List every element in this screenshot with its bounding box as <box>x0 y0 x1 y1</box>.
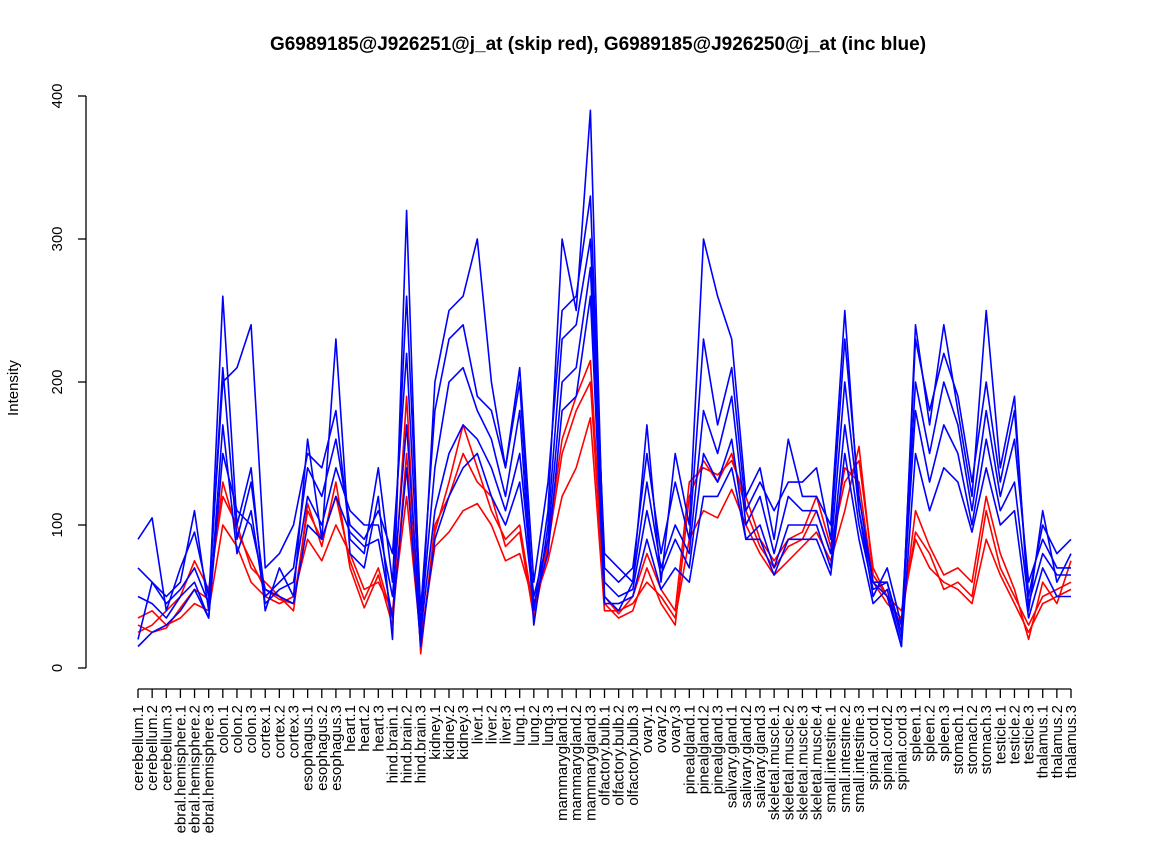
x-tick-label: salivary.gland.3 <box>752 705 769 808</box>
x-tick-label: testicle.2 <box>1006 705 1023 764</box>
x-tick-label: testicle.1 <box>992 705 1009 764</box>
x-tick-label: thalamus.1 <box>1035 705 1052 778</box>
x-tick-label: ebral.hemisphere.1 <box>172 705 189 833</box>
x-axis: cerebellum.1cerebellum.2cerebellum.3ebra… <box>130 688 1080 833</box>
x-tick-label: cerebellum.3 <box>158 705 175 791</box>
x-tick-label: skeletal.muscle.3 <box>794 705 811 820</box>
x-tick-label: olfactory.bulb.2 <box>611 705 628 806</box>
x-tick-label: small.intestine.2 <box>837 705 854 813</box>
x-tick-label: hind.brain.3 <box>413 705 430 783</box>
x-tick-label: kidney.2 <box>441 705 458 760</box>
x-tick-label: pinealgland.3 <box>710 705 727 794</box>
x-tick-label: cerebellum.1 <box>130 705 147 791</box>
x-tick-label: heart.3 <box>370 705 387 752</box>
x-tick-label: lung.2 <box>526 705 543 746</box>
x-tick-label: stomach.2 <box>964 705 981 774</box>
x-tick-label: spinal.cord.2 <box>879 705 896 790</box>
x-tick-label: cortex.3 <box>286 705 303 758</box>
x-tick-label: cortex.1 <box>257 705 274 758</box>
y-axis: 0 100 200 300 400 <box>49 83 87 672</box>
x-tick-label: skeletal.muscle.2 <box>780 705 797 820</box>
x-tick-label: kidney.1 <box>427 705 444 760</box>
x-tick-label: ovary.2 <box>653 705 670 753</box>
x-tick-label: lung.1 <box>512 705 529 746</box>
x-tick-label: testicle.3 <box>1021 705 1038 764</box>
x-tick-label: olfactory.bulb.1 <box>597 705 614 806</box>
y-tick-label: 400 <box>49 83 66 108</box>
x-tick-label: colon.1 <box>215 705 232 753</box>
x-tick-label: small.intestine.1 <box>823 705 840 813</box>
x-tick-label: spleen.1 <box>908 705 925 762</box>
x-tick-label: salivary.gland.1 <box>724 705 741 808</box>
series-line-inc-5 <box>137 295 1071 648</box>
x-tick-label: ovary.1 <box>639 705 656 753</box>
x-tick-label: colon.2 <box>229 705 246 753</box>
x-tick-label: thalamus.2 <box>1049 705 1066 778</box>
x-tick-label: esophagus.3 <box>328 705 345 791</box>
x-tick-label: thalamus.3 <box>1063 705 1080 778</box>
x-tick-label: spinal.cord.3 <box>893 705 910 790</box>
x-tick-label: liver.3 <box>498 705 515 744</box>
x-tick-label: lung.3 <box>540 705 557 746</box>
x-tick-label: liver.1 <box>469 705 486 744</box>
x-tick-label: skeletal.muscle.4 <box>809 705 826 820</box>
y-tick-label: 300 <box>49 226 66 251</box>
y-tick-label: 200 <box>49 369 66 394</box>
x-tick-label: ebral.hemisphere.3 <box>201 705 218 833</box>
x-tick-label: stomach.3 <box>978 705 995 774</box>
x-tick-label: mammarygland.3 <box>582 705 599 821</box>
x-tick-label: cerebellum.2 <box>144 705 161 791</box>
x-tick-label: salivary.gland.2 <box>738 705 755 808</box>
series-line-skip-1 <box>137 381 1072 655</box>
x-tick-label: cortex.2 <box>271 705 288 758</box>
x-tick-label: ebral.hemisphere.2 <box>187 705 204 833</box>
x-tick-label: spleen.2 <box>922 705 939 762</box>
x-tick-label: esophagus.1 <box>300 705 317 791</box>
x-tick-label: stomach.1 <box>950 705 967 774</box>
x-tick-label: ovary.3 <box>667 705 684 753</box>
chart-title: G6989185@J926251@j_at (skip red), G69891… <box>270 34 926 55</box>
x-tick-label: hind.brain.1 <box>384 705 401 783</box>
x-tick-label: skeletal.muscle.1 <box>766 705 783 820</box>
x-tick-label: pinealgland.2 <box>695 705 712 794</box>
x-tick-label: esophagus.2 <box>314 705 331 791</box>
x-tick-label: liver.2 <box>483 705 500 744</box>
x-tick-label: colon.3 <box>243 705 260 753</box>
x-tick-label: spinal.cord.1 <box>865 705 882 790</box>
y-tick-label: 0 <box>49 664 66 672</box>
series-lines <box>137 109 1072 655</box>
x-tick-label: pinealgland.1 <box>681 705 698 794</box>
y-axis-label: Intensity <box>5 360 22 416</box>
x-tick-label: kidney.3 <box>455 705 472 760</box>
x-tick-label: mammarygland.2 <box>568 705 585 821</box>
x-tick-label: spleen.3 <box>936 705 953 762</box>
x-tick-label: hind.brain.2 <box>399 705 416 783</box>
x-tick-label: heart.1 <box>342 705 359 752</box>
series-line-skip-2 <box>137 416 1072 641</box>
x-tick-label: mammarygland.1 <box>554 705 571 821</box>
series-line-inc-4 <box>137 266 1071 634</box>
y-tick-label: 100 <box>49 512 66 537</box>
x-tick-label: olfactory.bulb.3 <box>625 705 642 806</box>
x-tick-label: small.intestine.3 <box>851 705 868 813</box>
series-line-inc-3 <box>137 238 1071 626</box>
x-tick-label: heart.2 <box>356 705 373 752</box>
